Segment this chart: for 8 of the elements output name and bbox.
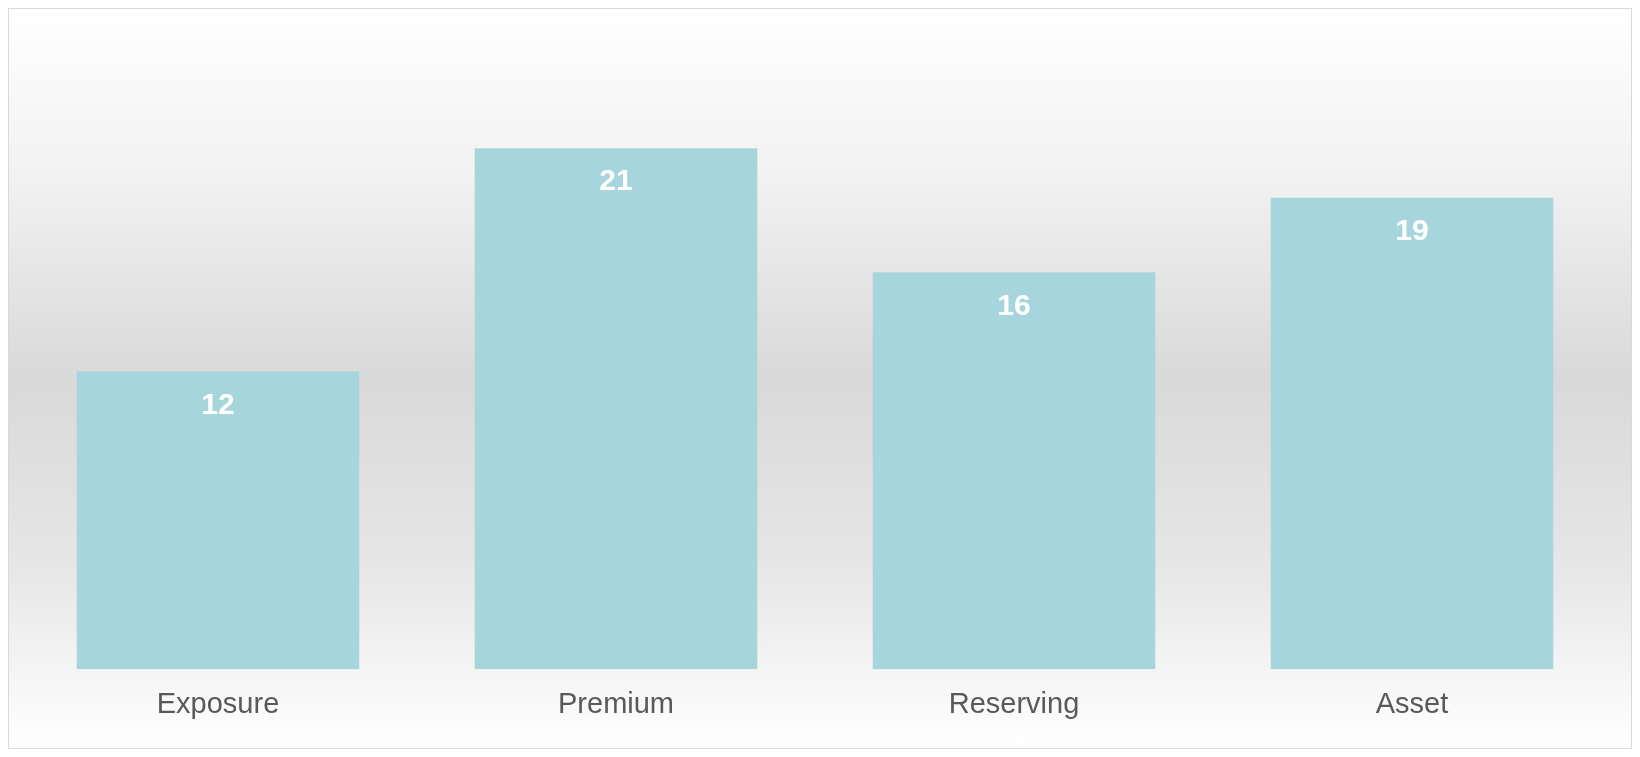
data-label: 21 <box>599 163 633 197</box>
data-label: 12 <box>201 386 235 420</box>
data-label: 19 <box>1395 213 1429 247</box>
x-tick-label: Reserving <box>948 686 1080 719</box>
x-tick-label: Exposure <box>156 686 280 719</box>
data-label: 16 <box>997 287 1031 321</box>
x-tick-label: Asset <box>1375 686 1449 719</box>
x-tick-label: Premium <box>557 686 675 719</box>
